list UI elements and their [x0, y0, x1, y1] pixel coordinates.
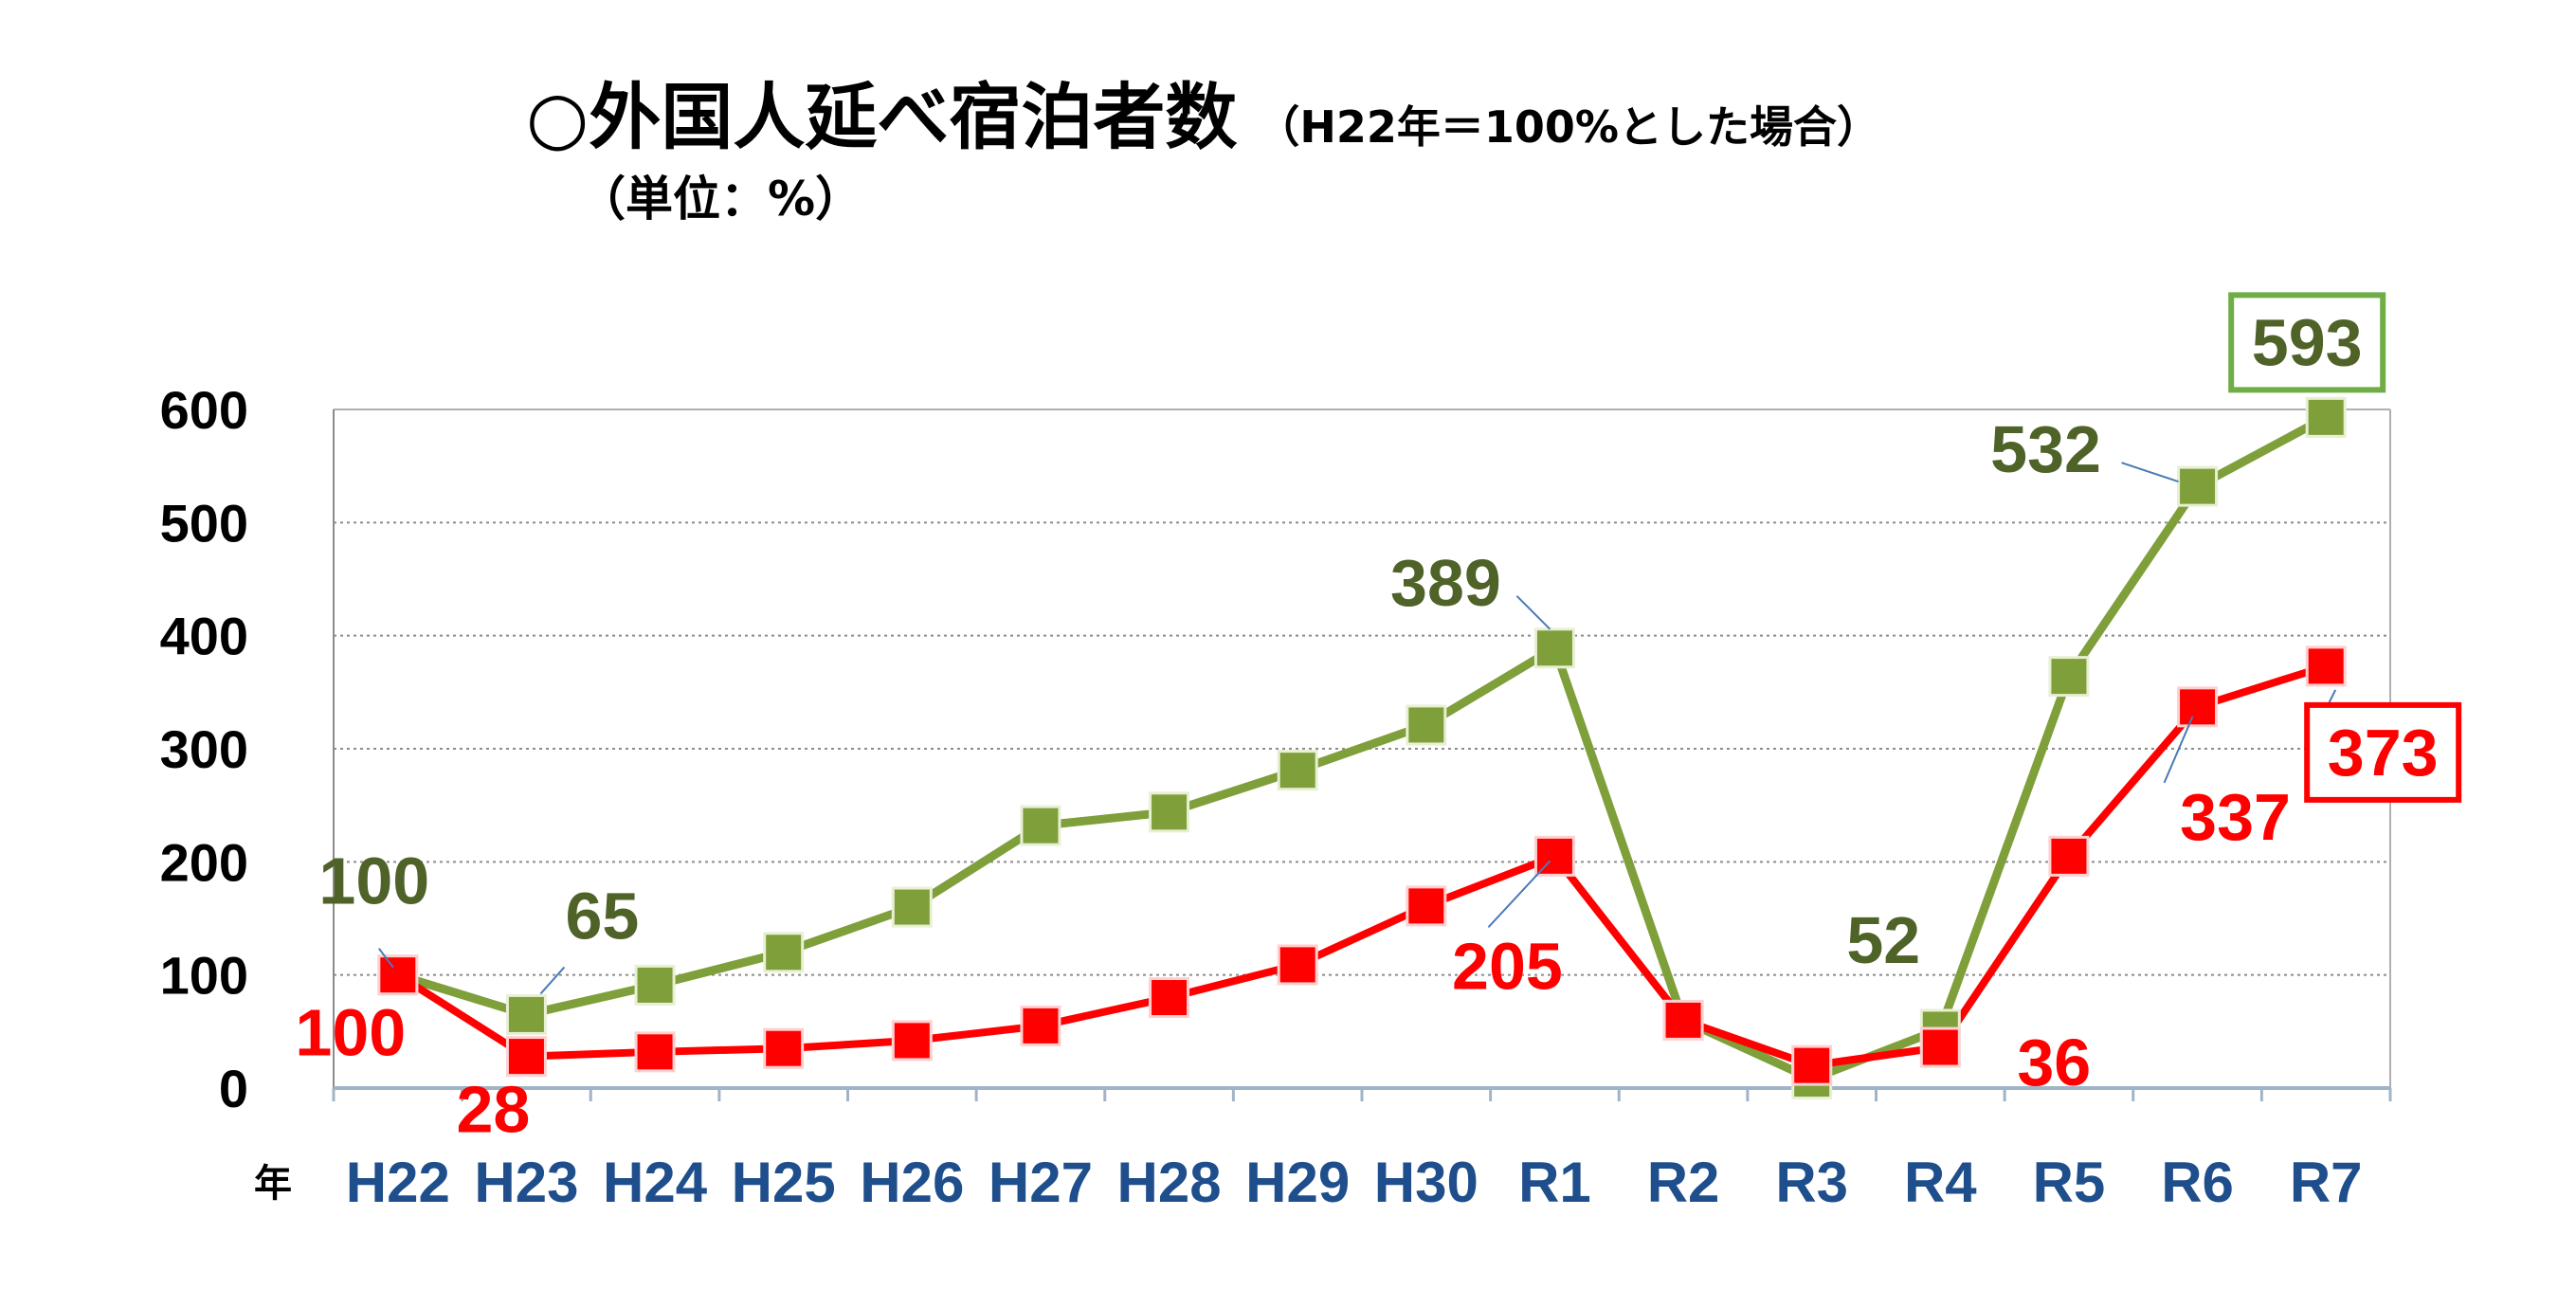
series-1-line: [395, 663, 2328, 1070]
x-tick-label-H25: H25: [732, 1151, 836, 1214]
series-0-point-H28: [1149, 791, 1190, 833]
x-tick-label-R1: R1: [1518, 1151, 1591, 1214]
data-label-box-0-15: [2228, 292, 2386, 393]
series-0-point-H29: [1277, 750, 1318, 791]
leader-line-0-14: [2121, 462, 2179, 483]
x-tick-label-H26: H26: [860, 1151, 964, 1214]
series-0-point-R5: [2048, 656, 2090, 698]
leader-line-0-1: [539, 966, 566, 995]
data-label-1-15: 373: [2328, 716, 2439, 790]
series-1-point-R7: [2305, 645, 2347, 687]
data-label-0-14: 532: [1990, 412, 2101, 486]
data-label-0-15: 593: [2252, 305, 2363, 379]
leader-line-1-9: [1487, 860, 1551, 929]
series-1-point-H26: [891, 1020, 933, 1062]
x-tick-label-R4: R4: [1904, 1151, 1977, 1214]
series-0-point-R7: [2305, 396, 2347, 438]
x-tick-label-R5: R5: [2033, 1151, 2106, 1214]
y-tick-label-400: 400: [160, 607, 248, 666]
series-0-point-R1: [1533, 627, 1575, 669]
leader-line-0-0: [378, 948, 394, 969]
series-0-point-H26: [891, 886, 933, 928]
y-tick-label-0: 0: [219, 1059, 248, 1118]
x-tick-label-H30: H30: [1374, 1151, 1478, 1214]
x-axis-title: 年: [254, 1162, 292, 1206]
x-tick-label-H28: H28: [1117, 1151, 1222, 1214]
series-1-point-R2: [1662, 999, 1704, 1041]
data-label-box-1-15: [2304, 701, 2462, 803]
series-1-point-H22: [377, 954, 419, 996]
y-tick-label-300: 300: [160, 719, 248, 779]
series-1-point-R4: [1919, 1026, 1961, 1068]
x-axis-ticks: H22 H23 H24 H25 H26 H27 H28 H29 H30 R1 R2 R3 R4 R5 R6 R…: [254, 1151, 2363, 1214]
series-1-point-R3: [1791, 1044, 1833, 1086]
series-1-point-R6: [2177, 686, 2219, 728]
y-tick-label-100: 100: [160, 946, 248, 1006]
data-label-1-0: 100: [295, 996, 406, 1070]
series-0-point-R6: [2177, 465, 2219, 507]
series-1-point-H27: [1020, 1005, 1061, 1046]
x-tick-label-H27: H27: [989, 1151, 1093, 1214]
chart-unit: （単位：%）: [578, 172, 863, 227]
x-tick-label-R7: R7: [2290, 1151, 2363, 1214]
leader-line-0-9: [1515, 595, 1551, 630]
data-label-0-0: 100: [318, 844, 429, 918]
y-tick-label-500: 500: [160, 493, 248, 553]
data-label-1-12: 36: [2017, 1026, 2091, 1099]
series-1-point-H24: [634, 1031, 676, 1073]
chart-title: ○外国人延べ宿泊者数 （H22年＝100%とした場合）: [526, 59, 1880, 163]
data-label-1-9: 205: [1452, 929, 1563, 1003]
y-axis-ticks: 0 100 200 300 400 500 600: [160, 380, 248, 1118]
series-1-point-H25: [763, 1027, 805, 1069]
series-0-point-H23: [505, 993, 547, 1035]
x-tick-label-R3: R3: [1775, 1151, 1848, 1214]
data-labels: 100 65 389 52 532 593 100 28 205 36 337 373: [295, 292, 2462, 1147]
x-tick-label-R6: R6: [2161, 1151, 2234, 1214]
series-lines: [395, 413, 2329, 1083]
data-label-0-1: 65: [566, 879, 640, 953]
series-1-point-H23: [505, 1036, 547, 1078]
series-markers: [377, 396, 2347, 1099]
series-0-point-H30: [1406, 704, 1447, 746]
chart-title-sub: （H22年＝100%とした場合）: [1256, 101, 1880, 153]
x-tick-label-R2: R2: [1647, 1151, 1720, 1214]
data-label-0-9: 389: [1390, 546, 1501, 620]
series-0-point-H24: [634, 964, 676, 1006]
y-tick-label-200: 200: [160, 832, 248, 892]
data-label-0-12: 52: [1846, 903, 1920, 977]
series-1-point-H30: [1406, 885, 1447, 927]
series-1-point-R5: [2048, 835, 2090, 877]
series-1-point-H28: [1149, 977, 1190, 1019]
x-tick-label-H23: H23: [474, 1151, 578, 1214]
y-tick-label-600: 600: [160, 380, 248, 440]
series-1-point-H29: [1277, 944, 1318, 986]
chart-grid: [334, 521, 2390, 976]
x-tick-label-H29: H29: [1245, 1151, 1350, 1214]
series-0-point-H25: [763, 932, 805, 973]
data-label-1-14: 337: [2180, 780, 2291, 854]
series-0-line: [396, 413, 2329, 1083]
data-label-1-1: 28: [457, 1073, 531, 1147]
chart-title-main: ○外国人延べ宿泊者数: [526, 75, 1238, 159]
series-0-point-H27: [1020, 805, 1061, 846]
x-tick-label-H22: H22: [346, 1151, 450, 1214]
leader-line-1-14: [2163, 716, 2194, 784]
x-tick-label-H24: H24: [603, 1151, 708, 1214]
